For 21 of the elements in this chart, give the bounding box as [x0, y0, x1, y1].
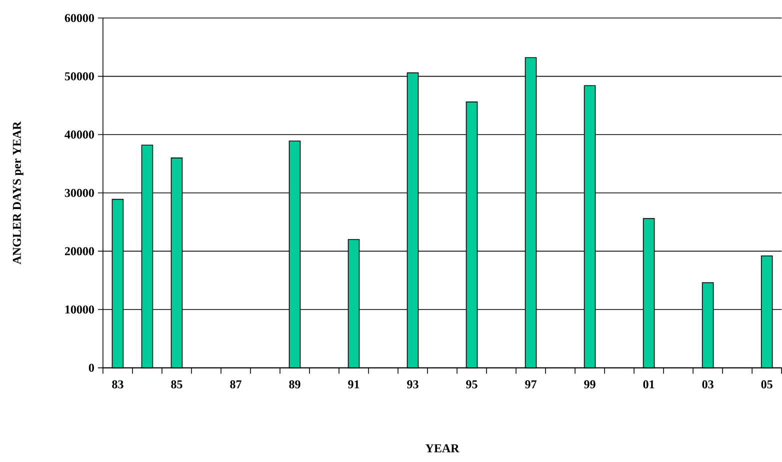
y-axis-title: ANGLER DAYS per YEAR: [12, 121, 24, 264]
x-tick-label: 99: [584, 380, 596, 389]
y-tick-label: 40000: [64, 130, 94, 139]
y-tick-label: 30000: [64, 188, 94, 198]
x-tick-label: 89: [289, 380, 300, 389]
x-tick-label: 97: [525, 380, 536, 389]
x-tick-label: 05: [761, 380, 772, 389]
y-tick-label: 50000: [64, 72, 94, 80]
x-tick-label: 91: [348, 380, 360, 389]
y-tick-label: 20000: [64, 247, 94, 256]
y-tick-label: 60000: [64, 14, 94, 22]
x-tick-label: 83: [112, 380, 124, 389]
x-tick-label: 87: [230, 380, 242, 389]
x-tick-label: 01: [643, 380, 654, 389]
x-tick-label: 03: [702, 380, 714, 389]
x-tick-label: 85: [171, 380, 182, 389]
y-tick-label: 0: [88, 364, 94, 372]
x-axis-title: YEAR: [426, 444, 460, 452]
x-tick-label: 95: [466, 380, 478, 389]
x-tick-label: 93: [407, 380, 418, 389]
y-tick-label: 10000: [65, 306, 94, 314]
